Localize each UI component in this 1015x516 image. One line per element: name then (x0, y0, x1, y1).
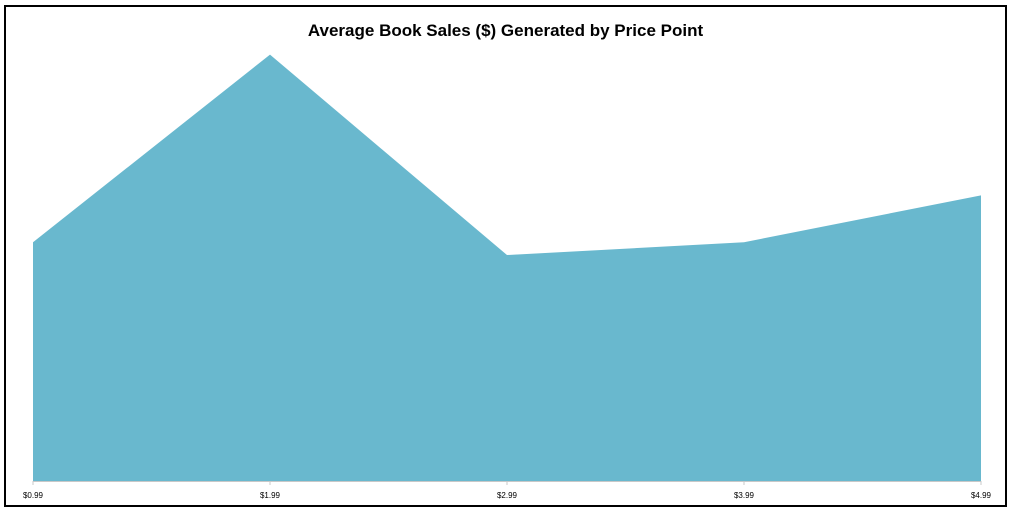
area-series (33, 54, 981, 482)
x-tick-label: $0.99 (23, 491, 44, 500)
x-tick-label: $2.99 (497, 491, 518, 500)
x-tick-label: $4.99 (971, 491, 992, 500)
x-tick-label: $1.99 (260, 491, 281, 500)
chart-title: Average Book Sales ($) Generated by Pric… (307, 21, 704, 40)
x-tick-label: $3.99 (734, 491, 755, 500)
